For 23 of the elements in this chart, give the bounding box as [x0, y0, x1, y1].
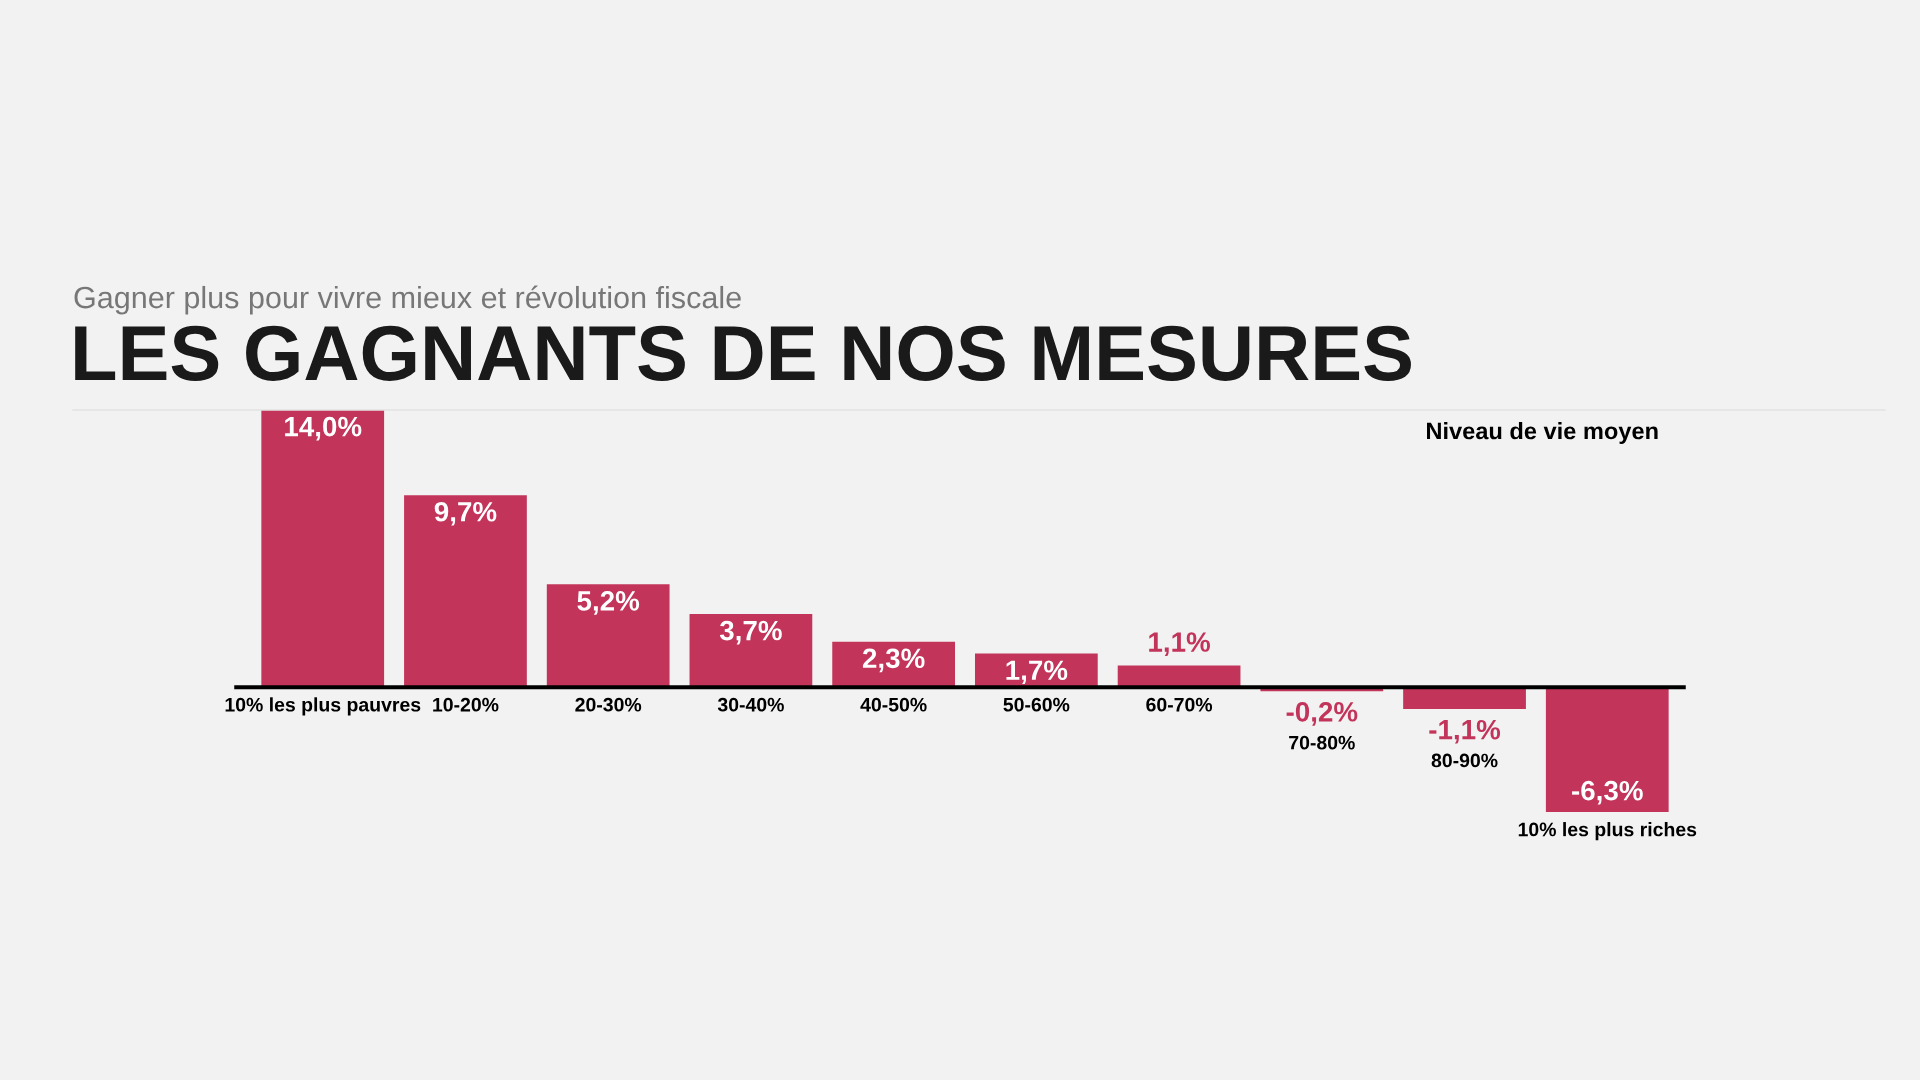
data-label: -6,3% [1572, 780, 1643, 805]
x-tick-label: 80-90% [1431, 753, 1498, 768]
x-tick-label: 30-40% [717, 697, 784, 712]
x-tick-label: 20-30% [575, 697, 642, 712]
data-label: -1,1% [1429, 719, 1501, 744]
data-label: 1,7% [1006, 660, 1068, 685]
data-label: -0,2% [1286, 701, 1358, 726]
data-label: 2,3% [862, 648, 925, 673]
chart-subtitle: Gagner plus pour vivre mieux et révolution fiscale [74, 285, 741, 315]
x-tick-label: 40-50% [860, 697, 927, 712]
x-tick-label: 60-70% [1146, 697, 1213, 712]
chart-title: LES GAGNANTS DE NOS MESURES [75, 325, 1411, 381]
x-tick-label: 10-20% [433, 697, 499, 712]
data-label: 3,7% [719, 620, 782, 645]
x-tick-label: 50-60% [1003, 697, 1070, 712]
data-label: 1,1% [1149, 632, 1211, 656]
data-label: 9,7% [434, 501, 497, 526]
data-label: 5,2% [577, 591, 640, 615]
x-tick-label: 70-80% [1289, 735, 1355, 750]
x-tick-label: 10% les plus pauvres [225, 697, 421, 716]
annotation: Niveau de vie moyen [1427, 422, 1658, 445]
x-tick-label: 10% les plus riches [1518, 822, 1697, 841]
data-label: 14,0% [285, 416, 362, 441]
